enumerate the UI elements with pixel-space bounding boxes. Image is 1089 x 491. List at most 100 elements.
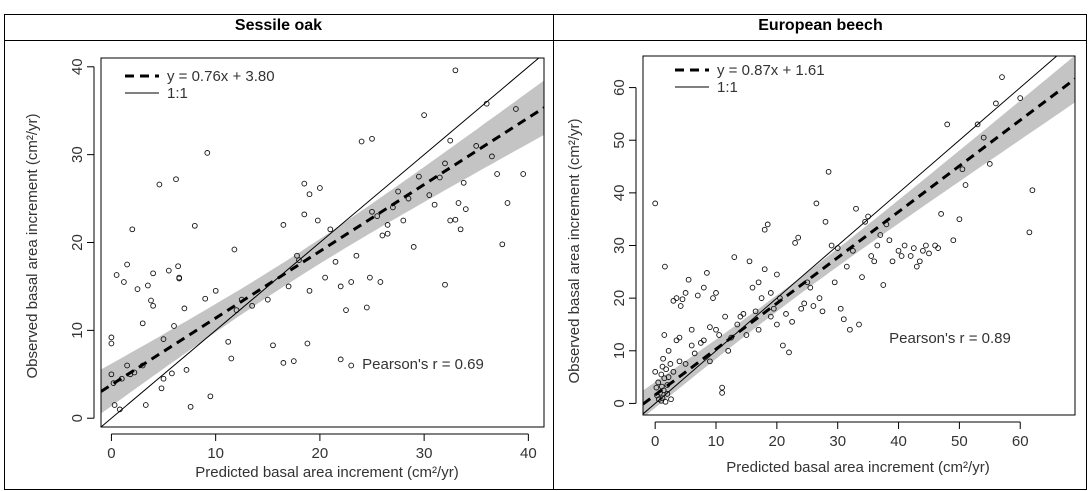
data-point — [327, 226, 334, 233]
regression-line — [101, 106, 544, 393]
data-point — [798, 305, 805, 312]
data-point — [395, 188, 401, 195]
data-point — [895, 247, 902, 254]
data-point — [384, 222, 391, 228]
data-point — [108, 340, 115, 347]
data-point — [165, 267, 172, 274]
data-point — [999, 74, 1005, 80]
data-point — [296, 257, 302, 263]
y-tick-label: 40 — [611, 185, 628, 202]
data-point — [688, 326, 695, 333]
data-point — [447, 217, 454, 224]
data-point — [700, 337, 707, 344]
identity-line — [643, 56, 1058, 415]
data-point — [725, 347, 732, 354]
y-tick-label: 0 — [69, 414, 86, 422]
data-point — [285, 283, 292, 290]
data-point — [145, 282, 151, 289]
x-tick-label: 40 — [520, 445, 537, 462]
y-axis-title: Observed basal area increment (cm²/yr) — [24, 113, 41, 378]
data-point — [187, 403, 194, 410]
data-point — [691, 350, 698, 357]
data-point — [659, 395, 666, 402]
data-point — [792, 240, 798, 246]
data-point — [731, 254, 738, 260]
data-point — [932, 242, 938, 249]
data-point — [673, 337, 680, 344]
data-point — [682, 290, 689, 296]
legend-fit-label: y = 0.76x + 3.80 — [167, 68, 275, 85]
data-point — [740, 311, 747, 317]
data-point — [886, 237, 893, 244]
data-point — [304, 340, 311, 347]
data-point — [761, 266, 768, 273]
data-point — [665, 347, 672, 354]
data-point — [377, 279, 384, 285]
y-tick-label: 30 — [611, 237, 628, 254]
data-point — [665, 374, 672, 380]
data-point — [489, 153, 495, 160]
data-point — [956, 216, 963, 223]
data-point — [1026, 229, 1033, 236]
data-point — [825, 168, 832, 175]
data-point — [301, 180, 308, 187]
data-point — [400, 217, 407, 224]
data-point — [160, 375, 167, 382]
x-axis-title: Predicted basal area increment (cm²/yr) — [195, 464, 458, 481]
data-point — [447, 137, 454, 144]
data-point — [191, 222, 198, 229]
data-point — [889, 258, 896, 265]
y-axis-title: Observed basal area increment (cm²/yr) — [566, 118, 583, 383]
data-point — [460, 179, 467, 186]
pearson-annotation: Pearson's r = 0.69 — [362, 356, 484, 373]
data-point — [710, 295, 716, 301]
data-point — [670, 297, 677, 304]
data-point — [853, 205, 859, 212]
data-point — [306, 191, 313, 198]
x-tick-label: 20 — [312, 445, 329, 462]
data-point — [426, 192, 433, 198]
x-tick-label: 30 — [416, 445, 433, 462]
panel-title-sessile-oak: Sessile oak — [234, 17, 323, 34]
data-point — [207, 393, 214, 400]
data-point — [670, 368, 677, 375]
data-point — [859, 274, 865, 280]
x-tick-label: 50 — [951, 433, 968, 450]
data-point — [183, 367, 190, 373]
data-point — [828, 242, 835, 249]
data-point — [783, 311, 789, 317]
data-point — [871, 258, 878, 265]
data-point — [697, 340, 704, 346]
data-point — [980, 134, 987, 141]
data-point — [810, 303, 817, 309]
confidence-band — [101, 80, 544, 414]
data-point — [752, 308, 759, 315]
data-point — [667, 361, 674, 367]
data-point — [913, 263, 920, 270]
x-tick-label: 10 — [207, 445, 224, 462]
data-point — [290, 358, 297, 364]
data-point — [910, 245, 917, 251]
data-point — [181, 305, 188, 312]
data-point — [847, 326, 853, 333]
data-point — [668, 396, 674, 403]
data-point — [716, 332, 722, 338]
data-point — [416, 173, 422, 180]
data-point — [935, 245, 941, 251]
data-point — [652, 368, 659, 375]
data-point — [306, 287, 313, 294]
data-point — [880, 282, 887, 288]
data-point — [332, 258, 339, 265]
y-tick-label: 20 — [69, 234, 86, 251]
y-tick-label: 60 — [611, 79, 628, 96]
data-point — [713, 290, 719, 296]
data-point — [317, 185, 323, 191]
data-point — [374, 213, 381, 219]
data-point — [457, 226, 464, 233]
data-point — [176, 274, 183, 281]
data-point — [774, 271, 780, 278]
y-tick-label: 30 — [69, 146, 86, 163]
data-point — [938, 211, 944, 217]
y-tick-label: 40 — [69, 58, 86, 75]
data-point — [688, 342, 695, 349]
